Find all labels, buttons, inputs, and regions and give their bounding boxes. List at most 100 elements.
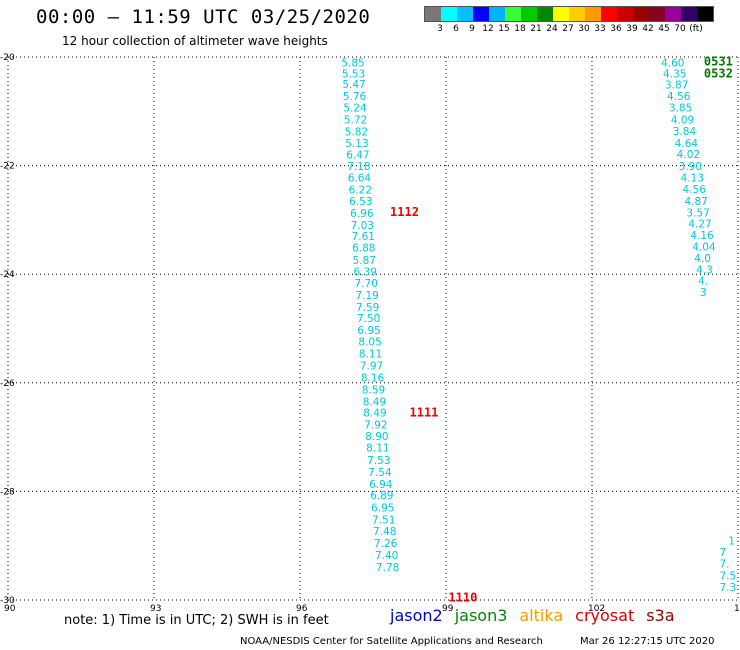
swh-value: 4.02 [677,149,700,161]
swh-value: 6.88 [352,243,375,255]
swh-value: 8.90 [365,431,388,443]
swh-value: 7.92 [364,420,387,432]
lon-tick-label: 90 [4,604,16,614]
swh-value: 7.97 [360,360,383,372]
swh-value: 6.89 [370,490,393,502]
colorbar-swatch [441,7,457,21]
swh-value: 7.19 [355,290,378,302]
colorbar-swatch [425,7,441,21]
swh-value: 4.87 [684,196,707,208]
lon-tick-label: 93 [150,604,161,614]
satellite-track: 0531 [704,54,733,68]
swh-value: 3.87 [665,80,688,92]
colorbar-label: 3 [437,24,443,34]
colorbar-label: 18 [514,24,526,34]
legend-item-jason2: jason2 [390,606,443,625]
swh-value: 7.48 [373,526,396,538]
colorbar-swatches [424,6,714,22]
colorbar-swatch [681,7,697,21]
generated-timestamp: Mar 26 12:27:15 UTC 2020 [580,636,715,647]
legend-item-cryosat: cryosat [575,606,635,625]
satellite-track: 5.855.535.475.765.245.725.825.136.477.18… [341,57,419,267]
swh-value: 7.53 [367,455,390,467]
swh-value: 7.61 [352,231,375,243]
colorbar-swatch [489,7,505,21]
satellite-tracks: 5.855.535.475.765.245.725.825.136.477.18… [341,54,736,604]
swh-value: 7.18 [347,161,370,173]
swh-value: 5.82 [345,126,368,138]
swh-value: 4.04 [692,242,716,254]
swh-value: 6.96 [350,208,374,220]
credit-line: NOAA/NESDIS Center for Satellite Applica… [240,636,543,647]
swh-value: 4.0 [694,253,711,265]
swh-value: 5.76 [343,91,367,103]
swh-value: 8.49 [363,408,386,420]
swh-value: 7.03 [351,220,374,232]
swh-value: 7.50 [357,313,380,325]
colorbar-label: 24 [546,24,558,34]
swh-value: 4.35 [663,68,686,80]
swh-value: 3.90 [679,161,702,173]
swh-value: 7.5 [720,571,737,583]
colorbar-label: 12 [482,24,494,34]
swh-value: 6.64 [348,173,372,185]
colorbar-label: 45 [658,24,670,34]
lon-tick-label: 102 [588,604,605,614]
legend-item-s3a: s3a [646,606,675,625]
lat-tick-label: -20 [0,53,15,63]
swh-value: 6.53 [349,196,372,208]
lon-tick-label: 105 [734,604,740,614]
colorbar-label: 39 [626,24,638,34]
swh-value: 7.59 [356,302,379,314]
lat-lon-grid [7,56,739,601]
swh-value: 4.13 [681,173,704,185]
colorbar-swatch [649,7,665,21]
swh-value: 4.09 [671,114,694,126]
swh-value: 4.60 [661,57,684,69]
swh-value: 5.87 [353,255,376,267]
colorbar-swatch [537,7,553,21]
swh-value: 7.54 [368,467,392,479]
colorbar-label: 33 [594,24,606,34]
colorbar-swatch [457,7,473,21]
swh-value: 6.95 [357,325,380,337]
colorbar-label: 15 [498,24,510,34]
lat-tick-label: -24 [0,270,15,280]
swh-value: 4.56 [667,91,691,103]
satellite-track: 7.537.546.946.896.957.517.487.267.407.78… [367,455,477,604]
swh-value: 8.05 [358,337,381,349]
colorbar-label: 70 [674,24,686,34]
lon-tick-label: 96 [296,604,308,614]
colorbar-label: 6 [453,24,459,34]
legend-item-altika: altika [519,606,564,625]
colorbar-swatch [553,7,569,21]
swh-value: 7.3 [720,582,737,594]
swh-value: 7 [720,547,727,559]
swh-value: 6.22 [349,184,372,196]
swh-value: 7.26 [374,538,398,550]
swh-value: 5.72 [344,114,367,126]
swh-value: 6.95 [371,503,394,515]
swh-value: 6.39 [354,266,377,278]
swh-value: 5.53 [342,68,365,80]
colorbar-swatch [633,7,649,21]
axis-labels: 90 93 96 99 102 105 -20 -22 -24 -26 -28 -30 [0,53,740,614]
lat-tick-label: -28 [0,487,15,497]
swh-colorbar: 3 6 9 12 15 18 21 24 27 30 33 36 39 42 45 70 (ft) [424,6,714,34]
swh-value: 7. [720,559,730,571]
colorbar-label: 30 [578,24,590,34]
swh-value: 4.64 [675,138,699,150]
colorbar-swatch [521,7,537,21]
pass-time-label: 0532 [704,66,733,80]
swh-value: 4.56 [683,184,707,196]
lat-tick-label: -26 [0,379,15,389]
swh-value: 7.40 [375,550,398,562]
colorbar-label: 27 [562,24,574,34]
swh-value: 7.78 [376,562,399,574]
pass-time-label: 1112 [390,205,419,219]
satellite-track: 6.397.707.197.597.506.958.058.117.978.16… [354,266,439,454]
swh-value: 8.11 [366,442,389,454]
lat-tick-label: -30 [0,596,15,606]
colorbar-swatch [505,7,521,21]
